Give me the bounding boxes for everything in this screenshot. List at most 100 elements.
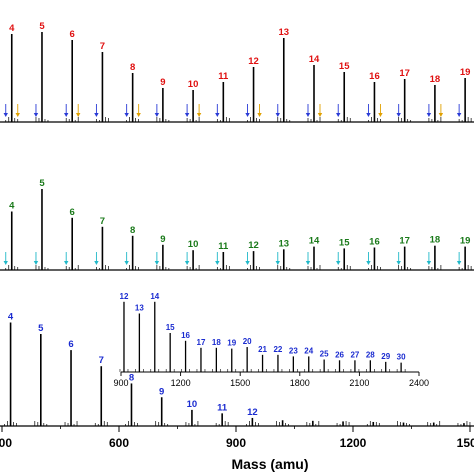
x-tick-label: 300 [0, 436, 12, 450]
peak-label-14: 14 [309, 236, 320, 247]
inset-peak-label-19: 19 [227, 339, 236, 348]
peak-label-16: 16 [369, 71, 380, 82]
cyan-arrow-head [245, 261, 250, 265]
peak-label-13: 13 [278, 238, 289, 249]
blue-arrow-head [94, 113, 99, 117]
x-axis-title: Mass (amu) [231, 456, 308, 472]
inset-peak-label-30: 30 [397, 353, 406, 362]
blue-arrow-head [3, 113, 8, 117]
cyan-arrow-head [154, 261, 160, 265]
orange-arrow-head [378, 113, 383, 117]
peak-label-6: 6 [70, 207, 75, 218]
blue-arrow-head [124, 113, 129, 117]
peak-label-13: 13 [278, 27, 289, 38]
peak-label-5: 5 [39, 178, 45, 189]
inset-peak-label-16: 16 [181, 331, 190, 340]
blue-arrow-head [33, 113, 39, 117]
peak-label-9: 9 [159, 386, 164, 397]
inset-peak-label-13: 13 [135, 304, 144, 313]
peak-label-4: 4 [9, 201, 15, 212]
cyan-arrow-head [456, 261, 462, 265]
peak-label-12: 12 [248, 56, 259, 67]
x-tick-label: 1500 [457, 436, 474, 450]
spectrum-panel-middle: 4 5 6 7 8 9 10 11 12 13 14 15 16 17 18 19 [0, 178, 474, 271]
peak-label-14: 14 [309, 54, 320, 65]
inset-peak-label-29: 29 [381, 352, 390, 361]
inset-x-tick-label: 1800 [290, 378, 310, 388]
inset-peak-label-20: 20 [243, 337, 252, 346]
inset-peak-label-14: 14 [150, 292, 159, 301]
orange-arrow-head [15, 113, 20, 117]
cyan-arrow-head [366, 261, 371, 265]
peak-label-4: 4 [8, 312, 14, 323]
inset-peak-label-17: 17 [197, 338, 206, 347]
peak-label-17: 17 [399, 68, 410, 79]
peak-label-9: 9 [160, 234, 165, 245]
peak-label-10: 10 [187, 399, 198, 410]
blue-arrow-head [64, 113, 69, 117]
inset-peak-label-21: 21 [258, 345, 267, 354]
peak-label-8: 8 [129, 372, 134, 383]
peak-label-11: 11 [218, 241, 229, 252]
peak-label-7: 7 [100, 41, 105, 52]
cyan-arrow-head [124, 261, 129, 265]
inset-x-tick-label: 900 [113, 378, 128, 388]
inset-peak-label-18: 18 [212, 338, 221, 347]
cyan-arrow-head [184, 261, 190, 265]
cyan-arrow-head [215, 261, 220, 265]
x-tick-label: 600 [109, 436, 129, 450]
x-tick-label: 1200 [340, 436, 367, 450]
inset-peak-label-28: 28 [366, 350, 375, 359]
inset-x-tick-label: 1200 [171, 378, 191, 388]
peak-label-10: 10 [188, 79, 199, 90]
peak-label-19: 19 [460, 236, 471, 247]
cyan-arrow-head [305, 261, 311, 265]
peak-label-19: 19 [460, 67, 471, 78]
inset-peak-label-23: 23 [289, 346, 298, 355]
inset-x-tick-label: 2400 [409, 378, 429, 388]
blue-arrow-head [366, 113, 371, 117]
inset-peak-label-12: 12 [120, 292, 129, 301]
orange-arrow-head [438, 113, 444, 117]
inset-peak-label-25: 25 [320, 350, 329, 359]
peak-label-12: 12 [247, 407, 258, 418]
inset-x-tick-label: 2100 [349, 378, 369, 388]
peak-label-5: 5 [39, 21, 45, 32]
blue-arrow-head [154, 113, 160, 117]
blue-arrow-head [215, 113, 220, 117]
cyan-arrow-head [3, 261, 8, 265]
orange-arrow-head [317, 113, 323, 117]
spectrum-panel-bottom: 4 5 6 7 8 9 10 11 12 300 600 900 1200 1500 1800 2100 240… [0, 312, 474, 450]
orange-arrow-head [136, 113, 141, 117]
cyan-arrow-head [336, 261, 341, 265]
peak-label-6: 6 [70, 29, 75, 40]
blue-arrow-head [456, 113, 462, 117]
blue-arrow-head [245, 113, 250, 117]
spectrum-panel-top: 4 5 6 7 8 9 10 11 12 13 14 15 16 17 18 19 [0, 21, 474, 123]
peak-label-18: 18 [430, 74, 441, 85]
spectrum-inset: 12 13 14 15 16 17 18 19 20 21 22 23 24 25 26 27 28 29 30 90… [113, 292, 429, 388]
orange-arrow-head [76, 113, 81, 117]
inset-peak-label-26: 26 [335, 350, 344, 359]
inset-peak-label-22: 22 [273, 345, 282, 354]
cyan-arrow-head [426, 261, 432, 265]
peak-label-15: 15 [339, 237, 350, 248]
peak-label-4: 4 [9, 23, 15, 34]
blue-arrow-head [396, 113, 401, 117]
cyan-arrow-head [94, 261, 99, 265]
peak-label-6: 6 [68, 339, 73, 350]
blue-arrow-head [305, 113, 311, 117]
orange-arrow-head [257, 113, 262, 117]
inset-x-tick-label: 1500 [230, 378, 250, 388]
peak-label-17: 17 [399, 236, 410, 247]
cyan-arrow-head [275, 261, 280, 265]
peak-label-10: 10 [188, 239, 199, 250]
cyan-arrow-head [64, 261, 69, 265]
blue-arrow-head [184, 113, 190, 117]
peak-label-16: 16 [369, 237, 380, 248]
inset-peak-label-27: 27 [350, 350, 359, 359]
cyan-arrow-head [396, 261, 401, 265]
peak-label-5: 5 [38, 323, 44, 334]
peak-label-9: 9 [160, 77, 165, 88]
